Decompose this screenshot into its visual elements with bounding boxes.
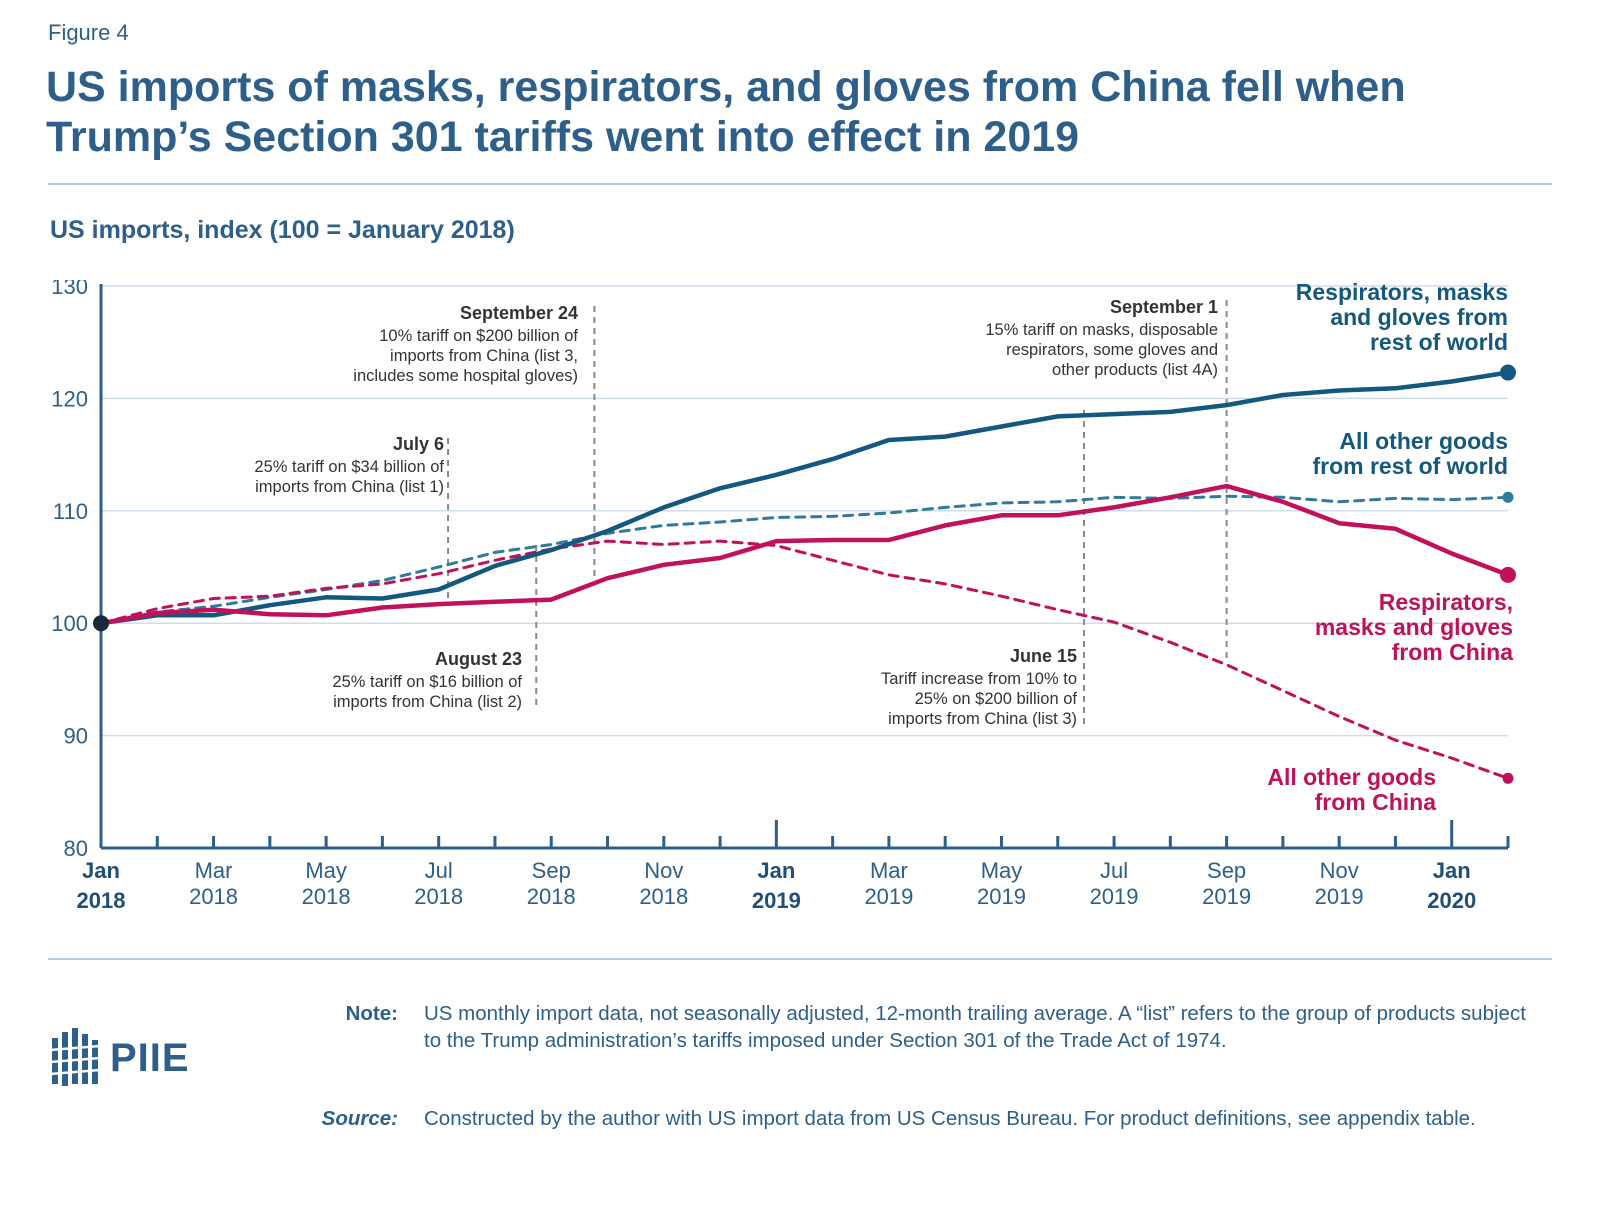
annotation-heading-2: September 24 — [460, 303, 578, 323]
x-tick-label-year-2019-07: 2019 — [1090, 884, 1139, 909]
y-tick-label-90: 90 — [64, 724, 88, 749]
x-tick-label-month-2019-03: Mar — [870, 858, 908, 883]
series-line-rest-of-world-other — [99, 494, 1510, 625]
y-tick-label-80: 80 — [64, 836, 88, 861]
end-marker-rest-of-world-ppe — [1500, 364, 1516, 381]
x-tick-label-month-2018-11: Nov — [644, 858, 683, 883]
x-tick-label-month-2018-01: Jan — [82, 858, 120, 883]
series-label-2-0: Respirators, — [1379, 589, 1513, 615]
annotation-text-4-0: 15% tariff on masks, disposable — [985, 321, 1218, 339]
x-tick-label-month-2019-11: Nov — [1320, 858, 1359, 883]
annotation-heading-0: July 6 — [393, 434, 444, 454]
series-label-2-1: masks and gloves — [1315, 614, 1513, 640]
start-marker — [93, 615, 109, 632]
annotation-text-1-0: 25% tariff on $16 billion of — [332, 673, 522, 691]
chart-title: US imports of masks, respirators, and gl… — [46, 63, 1406, 161]
bottom-divider — [48, 958, 1552, 960]
source: Source: Constructed by the author with U… — [300, 1105, 1540, 1132]
note-text: US monthly import data, not seasonally a… — [424, 1002, 1526, 1052]
x-tick-label-year-2018-07: 2018 — [414, 884, 463, 909]
annotation-text-2-2: includes some hospital gloves) — [353, 367, 578, 385]
x-tick-label-year-2019-05: 2019 — [977, 884, 1026, 909]
x-tick-label-year-2018-09: 2018 — [527, 884, 576, 909]
y-tick-label-100: 100 — [51, 611, 88, 636]
series-label-1-0: All other goods — [1339, 428, 1508, 454]
series-label-3-1: from China — [1315, 789, 1437, 815]
x-tick-label-month-2020-01: Jan — [1433, 858, 1471, 883]
x-tick-label-month-2018-05: May — [305, 858, 347, 883]
x-tick-label-month-2019-09: Sep — [1207, 858, 1246, 883]
x-tick-label-year-2019-03: 2019 — [864, 884, 913, 909]
annotation-text-4-2: other products (list 4A) — [1052, 361, 1218, 379]
series-line-rest-of-world-ppe — [98, 370, 1511, 626]
x-tick-label-year-2018-03: 2018 — [189, 884, 238, 909]
end-marker-china-other — [1502, 772, 1514, 784]
annotation-text-0-1: imports from China (list 1) — [255, 478, 444, 496]
x-tick-label-year-2018-11: 2018 — [639, 884, 688, 909]
series-label-1-1: from rest of world — [1312, 453, 1508, 479]
annotation-text-2-1: imports from China (list 3, — [390, 347, 578, 365]
top-divider — [48, 183, 1552, 185]
y-axis-label: US imports, index (100 = January 2018) — [50, 216, 515, 244]
y-tick-label-130: 130 — [51, 280, 88, 299]
annotation-heading-4: September 1 — [1110, 297, 1218, 317]
y-tick-label-120: 120 — [51, 386, 88, 411]
annotation-text-0-0: 25% tariff on $34 billion of — [254, 458, 444, 476]
note-label: Note: — [345, 1002, 398, 1025]
end-marker-rest-of-world-other — [1502, 491, 1514, 503]
figure-label: Figure 4 — [48, 20, 129, 45]
series-label-3-0: All other goods — [1267, 764, 1436, 790]
x-tick-label-year-2018-05: 2018 — [302, 884, 351, 909]
annotation-text-4-1: respirators, some gloves and — [1006, 341, 1218, 359]
series-line-china-ppe — [98, 483, 1511, 626]
series-label-0-2: rest of world — [1370, 329, 1508, 355]
annotation-text-3-1: 25% on $200 billion of — [915, 690, 1078, 708]
x-tick-label-month-2019-07: Jul — [1100, 858, 1128, 883]
annotation-text-3-2: imports from China (list 3) — [888, 710, 1077, 728]
piie-logo: PIIE — [50, 1026, 190, 1090]
line-chart: 8090100110120130Jan2018Mar2018May2018Jul… — [51, 280, 1516, 913]
x-tick-label-year-2019-01: 2019 — [752, 888, 801, 913]
x-tick-label-month-2018-07: Jul — [425, 858, 453, 883]
source-label: Source: — [321, 1107, 398, 1130]
series-label-2-2: from China — [1392, 639, 1514, 665]
x-tick-label-year-2019-09: 2019 — [1202, 884, 1251, 909]
annotation-heading-1: August 23 — [435, 649, 522, 669]
note: Note: US monthly import data, not season… — [300, 1000, 1540, 1054]
annotation-text-2-0: 10% tariff on $200 billion of — [379, 327, 578, 345]
x-tick-label-month-2018-03: Mar — [195, 858, 233, 883]
y-tick-label-110: 110 — [53, 499, 88, 524]
x-tick-label-month-2018-09: Sep — [532, 858, 571, 883]
source-text: Constructed by the author with US import… — [424, 1107, 1476, 1130]
x-tick-label-month-2019-01: Jan — [757, 858, 795, 883]
series-line-china-other — [99, 539, 1510, 780]
annotation-text-1-1: imports from China (list 2) — [333, 693, 522, 711]
x-tick-label-year-2019-11: 2019 — [1315, 884, 1364, 909]
series-label-0-1: and gloves from — [1330, 304, 1508, 330]
x-tick-label-month-2019-05: May — [981, 858, 1023, 883]
x-tick-label-year-2018-01: 2018 — [77, 888, 126, 913]
annotation-heading-3: June 15 — [1010, 646, 1077, 666]
end-marker-china-ppe — [1500, 566, 1516, 583]
piie-logo-icon — [50, 1028, 100, 1086]
annotation-text-3-0: Tariff increase from 10% to — [881, 670, 1077, 688]
logo-text: PIIE — [110, 1035, 190, 1080]
series-label-0-0: Respirators, masks — [1296, 280, 1508, 305]
x-tick-label-year-2020-01: 2020 — [1427, 888, 1476, 913]
